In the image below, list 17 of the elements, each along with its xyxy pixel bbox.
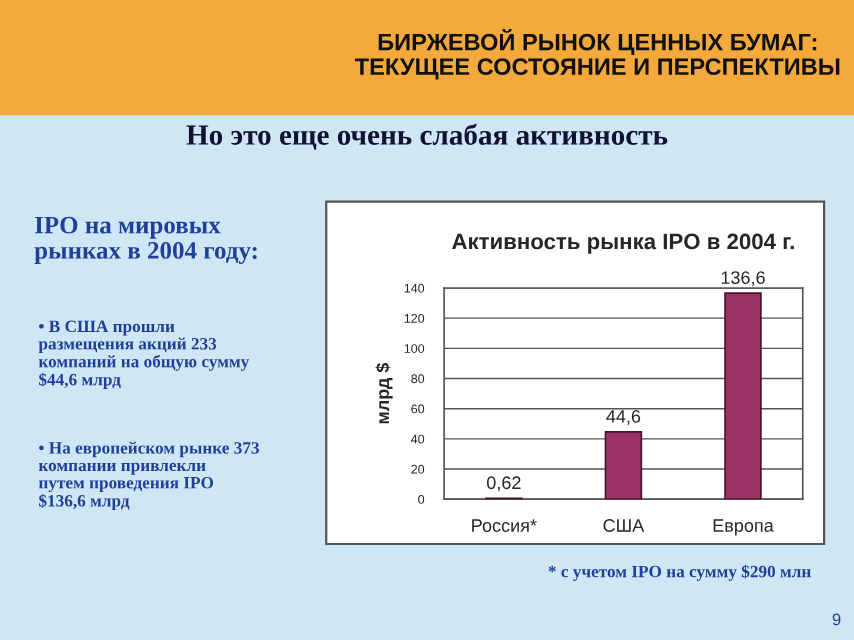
data-label: 136,6: [721, 271, 765, 287]
text: • В США прошли размещения акций 233 компаний на общую сумму $44,6 млрд: [38, 320, 250, 389]
x-tick-label: Европа: [713, 519, 774, 536]
bar: [604, 431, 643, 500]
data-label: 0,62: [487, 476, 521, 492]
text: Но это еще очень слабая активность: [186, 123, 668, 150]
text: IPO на мировых рынках в 2004 году:: [34, 216, 257, 265]
x-tick-label: США: [603, 519, 645, 532]
y-axis-title: млрд $: [375, 362, 393, 424]
text: • На европейском рынке 373 компании привлекли путем проведения IPO $136,6 млрд: [38, 441, 259, 511]
bar: [724, 292, 762, 500]
text: БИРЖЕВОЙ РЫНОК ЦЕННЫХ БУМАГ: ТЕКУЩЕЕ СОСТОЯНИЕ И ПЕРСПЕКТИВЫ: [354, 28, 840, 80]
chart-title: Активность рынка IPO в 2004 г.: [452, 233, 794, 254]
data-label: 44,6: [606, 410, 641, 425]
x-tick-label: Россия*: [472, 519, 537, 532]
text: * с учетом IPO на сумму $290 млн: [548, 564, 811, 581]
text: 9: [832, 613, 841, 626]
